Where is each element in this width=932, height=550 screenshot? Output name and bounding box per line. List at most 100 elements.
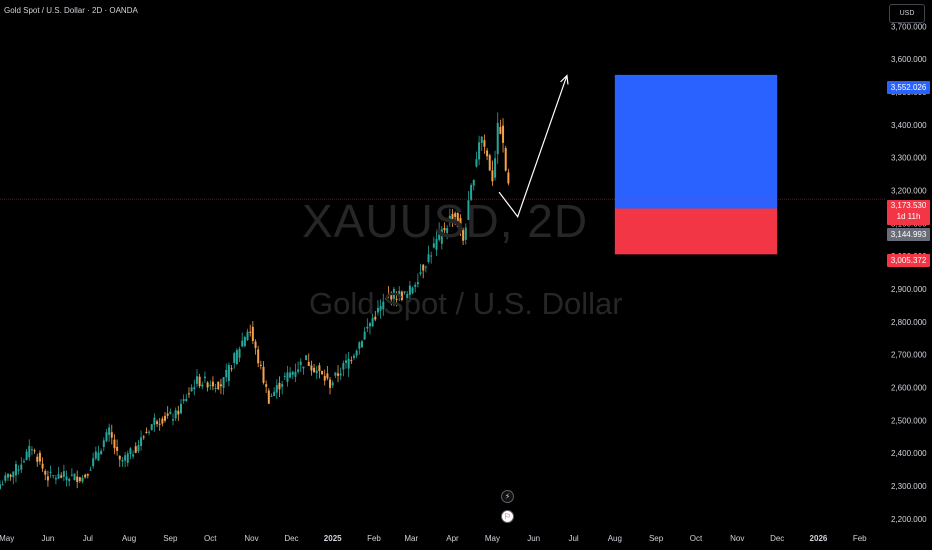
x-tick-label: Feb	[853, 534, 867, 543]
candle	[140, 437, 143, 446]
candle	[480, 136, 483, 143]
x-tick-label: Sep	[163, 534, 178, 543]
y-tick-label: 2,800.000	[891, 318, 927, 327]
candle	[353, 355, 355, 358]
candle	[411, 287, 414, 294]
candle	[446, 228, 449, 233]
currency-button[interactable]: USD	[889, 4, 925, 23]
candle	[443, 227, 446, 231]
x-tick-label: Aug	[608, 534, 622, 543]
candle	[153, 417, 156, 425]
candle	[494, 158, 497, 178]
candle	[486, 150, 489, 157]
candle	[172, 419, 175, 421]
candle	[198, 376, 201, 387]
candle	[233, 353, 236, 363]
candle	[238, 348, 241, 358]
candle	[68, 478, 71, 482]
candle	[195, 376, 198, 384]
candle	[414, 284, 417, 287]
candle	[78, 477, 81, 481]
candle	[60, 475, 63, 478]
candle	[448, 215, 451, 220]
candle	[323, 375, 326, 381]
candle	[281, 384, 284, 387]
candle	[488, 155, 491, 171]
candle	[358, 342, 361, 349]
chart-title[interactable]: Gold Spot / U.S. Dollar · 2D · OANDA	[4, 6, 138, 15]
projection-arrowhead	[560, 74, 569, 85]
candle	[395, 298, 398, 300]
y-tick-label: 2,200.000	[891, 515, 927, 524]
candle	[422, 264, 425, 271]
target-price-label: 3,552.026	[887, 81, 930, 94]
candle	[283, 375, 286, 377]
candle	[0, 484, 1, 489]
candle	[302, 366, 305, 369]
candle	[137, 445, 140, 452]
y-tick-label: 2,700.000	[891, 351, 927, 360]
x-tick-label: 2026	[810, 534, 828, 543]
candle	[33, 450, 36, 452]
flash-event-icon[interactable]: ⚡	[501, 490, 514, 503]
candle	[227, 365, 230, 382]
candle	[392, 288, 395, 299]
y-tick-label: 3,600.000	[891, 55, 927, 64]
candle	[70, 474, 73, 476]
projection-path	[498, 75, 568, 218]
candle	[334, 372, 337, 376]
candle	[387, 294, 390, 296]
candle	[384, 298, 387, 300]
candle	[355, 350, 358, 356]
candle	[376, 307, 379, 313]
x-tick-label: Oct	[204, 534, 217, 543]
y-tick-label: 2,500.000	[891, 416, 927, 425]
candle	[38, 452, 41, 462]
candle	[211, 381, 214, 387]
candle	[108, 427, 111, 435]
candle	[187, 393, 190, 395]
candle	[310, 365, 313, 371]
candle	[326, 373, 329, 379]
us-flag-event-icon[interactable]: ⚐	[501, 510, 514, 523]
y-tick-label: 2,300.000	[891, 482, 927, 491]
candle	[116, 446, 119, 451]
candle	[350, 360, 353, 362]
candle	[166, 413, 169, 416]
candle	[254, 341, 257, 348]
candle	[257, 349, 260, 364]
candle	[286, 372, 289, 382]
candle	[86, 474, 89, 476]
bar-countdown: 1d 11h	[896, 212, 921, 221]
candle	[169, 411, 172, 414]
candle	[456, 213, 459, 227]
candle	[379, 305, 382, 311]
entry-price-label: 3,144.993	[887, 228, 930, 241]
candle	[400, 291, 403, 301]
candle	[331, 382, 334, 386]
candle	[94, 451, 97, 459]
candle	[464, 227, 467, 240]
candle	[273, 391, 276, 396]
candle	[262, 366, 265, 383]
candle	[496, 122, 499, 154]
candle	[222, 377, 225, 388]
x-tick-label: 2025	[324, 534, 342, 543]
x-tick-label: Feb	[367, 534, 381, 543]
candle	[360, 341, 363, 348]
candle	[225, 369, 228, 378]
candle	[28, 446, 31, 458]
candle	[150, 424, 153, 430]
candle	[203, 376, 206, 379]
candle	[174, 410, 177, 419]
y-tick-label: 2,600.000	[891, 383, 927, 392]
candle	[440, 229, 443, 244]
candle	[44, 470, 47, 475]
candle	[371, 318, 374, 327]
candle	[4, 475, 7, 481]
candle	[424, 266, 427, 268]
target-zone	[614, 74, 778, 209]
candle	[507, 172, 510, 184]
candle	[390, 293, 393, 300]
